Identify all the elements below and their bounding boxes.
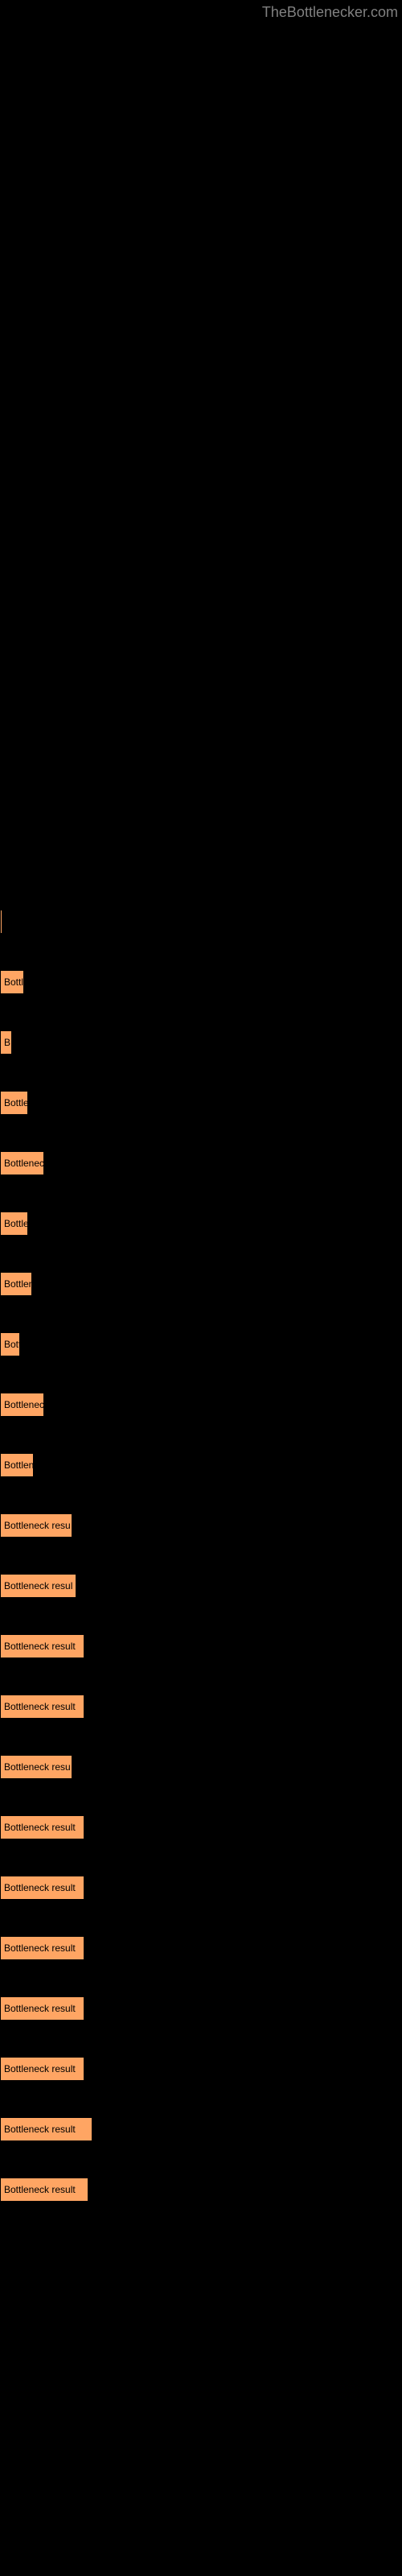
bar-row: Bottleneck result xyxy=(0,1852,402,1912)
bar-row: Bottleneck resul xyxy=(0,1550,402,1610)
chart-bar: Bottleneck result xyxy=(0,1634,84,1658)
bar-row: Bottleneck result xyxy=(0,1791,402,1852)
chart-bar: Bottleneck xyxy=(0,1393,44,1417)
chart-bar: Bottlene xyxy=(0,1453,34,1477)
chart-bar: Bottlen xyxy=(0,1091,28,1115)
bar-row: Bottlene xyxy=(0,1429,402,1489)
chart-bar: Bottlen xyxy=(0,1212,28,1236)
chart-bar: Bottleneck resul xyxy=(0,1574,76,1598)
bar-row: Bottleneck result xyxy=(0,1912,402,1972)
chart-bar xyxy=(0,910,2,934)
chart-bar: Bottleneck result xyxy=(0,1936,84,1960)
chart-bar: Bottlene xyxy=(0,1272,32,1296)
bar-row: Bottleneck xyxy=(0,1368,402,1429)
bar-row: Bottleneck resu xyxy=(0,1489,402,1550)
chart-bar: Bottleneck result xyxy=(0,2117,92,2141)
bar-row: Bottleneck resu xyxy=(0,1731,402,1791)
chart-bar: Bottleneck resu xyxy=(0,1513,72,1538)
bar-row: Bottleneck result xyxy=(0,1972,402,2033)
bar-row: Bottleneck result xyxy=(0,1670,402,1731)
bar-row: Bottl xyxy=(0,1308,402,1368)
bar-row xyxy=(0,886,402,946)
chart-bar: Bottle xyxy=(0,970,24,994)
chart-bar: Bottleneck resu xyxy=(0,1755,72,1779)
bar-chart: Bottle B Bottlen Bottleneck Bottlen Bottlene B… xyxy=(0,886,402,2214)
bar-row: Bottleneck result xyxy=(0,2153,402,2214)
chart-bar: Bottleneck result xyxy=(0,2178,88,2202)
bar-row: Bottlen xyxy=(0,1067,402,1127)
bar-row: Bottlene xyxy=(0,1248,402,1308)
chart-bar: Bottleneck result xyxy=(0,2057,84,2081)
chart-bar: B xyxy=(0,1030,12,1055)
bar-row: Bottle xyxy=(0,946,402,1006)
bar-row: Bottleneck xyxy=(0,1127,402,1187)
bar-row: Bottleneck result xyxy=(0,2093,402,2153)
bar-row: B xyxy=(0,1006,402,1067)
chart-bar: Bottleneck result xyxy=(0,1996,84,2021)
bar-row: Bottleneck result xyxy=(0,1610,402,1670)
chart-bar: Bottleneck result xyxy=(0,1815,84,1839)
bar-row: Bottlen xyxy=(0,1187,402,1248)
chart-bar: Bottleneck result xyxy=(0,1695,84,1719)
watermark: TheBottlenecker.com xyxy=(262,4,398,21)
chart-bar: Bottl xyxy=(0,1332,20,1356)
bar-row: Bottleneck result xyxy=(0,2033,402,2093)
chart-bar: Bottleneck xyxy=(0,1151,44,1175)
chart-bar: Bottleneck result xyxy=(0,1876,84,1900)
